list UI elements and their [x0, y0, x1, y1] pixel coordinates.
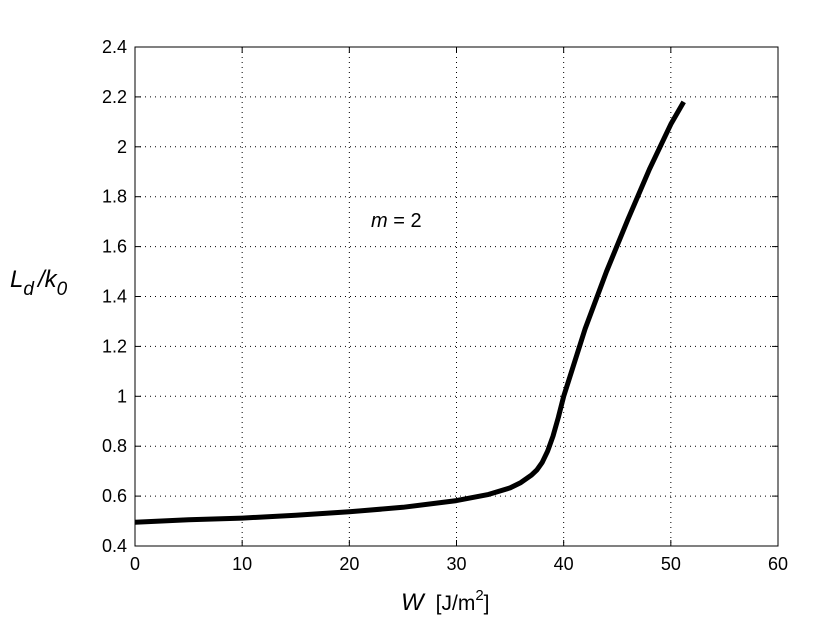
plot-frame	[134, 46, 779, 547]
series-line	[134, 100, 686, 525]
y-tick-label: 1.8	[102, 187, 127, 207]
x-tick-label: 10	[232, 554, 252, 574]
y-tick-label: 0.6	[102, 486, 127, 506]
x-axis-label: W [J/m2]	[401, 587, 490, 616]
y-label-sub1: d	[23, 279, 35, 300]
y-tick-label: 2	[117, 137, 127, 157]
y-tick-label: 2.2	[102, 87, 127, 107]
annotation: m = 2	[371, 210, 422, 232]
x-tick-label: 40	[554, 554, 574, 574]
x-label-unit: [J/m	[436, 592, 476, 615]
x-tick-label: 30	[446, 554, 466, 574]
x-tick-label: 60	[768, 554, 788, 574]
y-label-sub2: 0	[57, 279, 68, 300]
y-label-slash: /k	[36, 266, 59, 293]
x-tick-label: 50	[661, 554, 681, 574]
x-label-unit-sup: 2	[475, 587, 483, 604]
x-tick-label: 0	[130, 554, 140, 574]
y-tick-label: 1.2	[102, 336, 127, 356]
y-tick-label: 1	[117, 386, 127, 406]
tick-labels: 0 10 20 30 40 50 60 0.4 0.6 0.8 1 1.2 1.4 1.6 1.8 2 2.2 2…	[102, 37, 788, 574]
y-tick-label: 1.6	[102, 237, 127, 257]
y-tick-label: 0.4	[102, 536, 127, 556]
y-tick-label: 1.4	[102, 287, 127, 307]
y-label-main: L	[10, 266, 23, 293]
grid	[135, 47, 778, 546]
annotation-value: = 2	[388, 210, 422, 232]
x-label-main: W	[401, 589, 426, 616]
axis-ticks	[134, 46, 779, 547]
y-tick-label: 2.4	[102, 37, 127, 57]
x-tick-label: 20	[339, 554, 359, 574]
annotation-variable: m	[371, 210, 388, 232]
y-axis-label: Ld/k0	[10, 266, 68, 300]
x-label-unit-close: ]	[484, 592, 490, 615]
series-layer	[134, 100, 686, 525]
y-tick-label: 0.8	[102, 436, 127, 456]
